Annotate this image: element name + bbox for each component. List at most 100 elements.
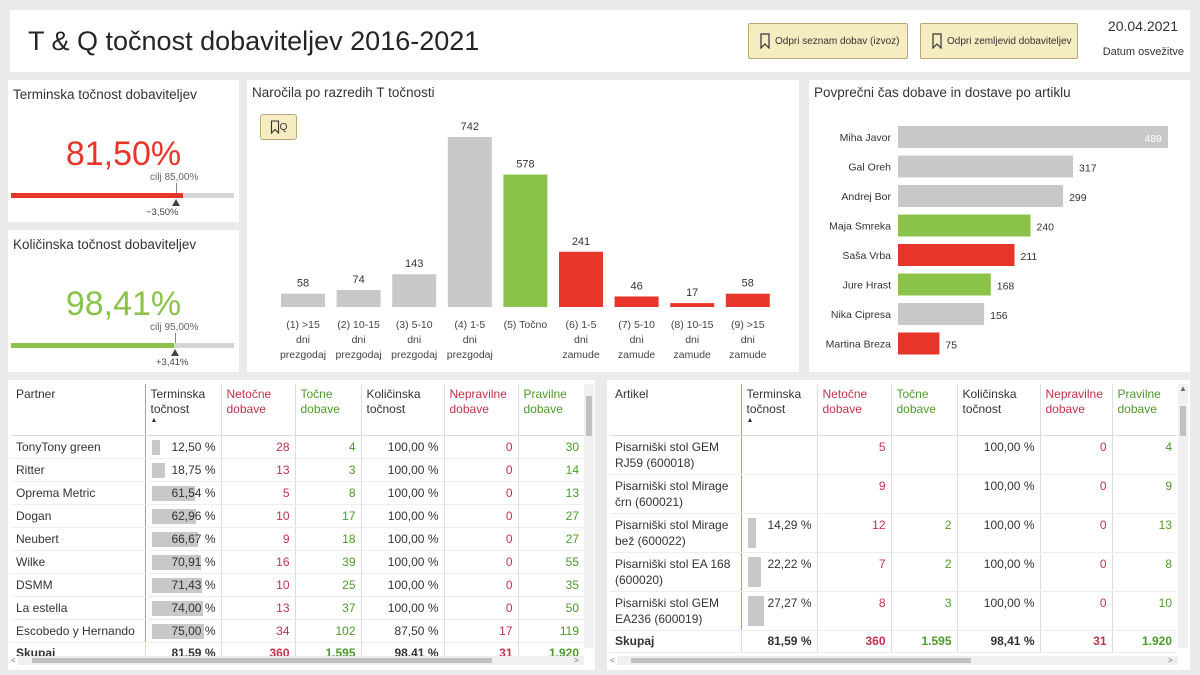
table-row[interactable]: Ritter 18,75 % 13 3 100,00 % 0 14 (11, 458, 584, 482)
table-row[interactable]: Escobedo y Hernando 75,00 % 34 102 87,50 % 17… (11, 619, 584, 643)
col-bad[interactable]: Nepravilne dobave (443, 384, 518, 436)
table-row[interactable]: Wilke 70,91 % 16 39 100,00 % 0 55 (11, 550, 584, 574)
col-term[interactable]: Terminska točnost ▲ (740, 384, 817, 436)
partner-vertical-scrollbar[interactable] (584, 384, 594, 648)
partner-horizontal-scrollbar[interactable] (18, 656, 584, 665)
term-accuracy-databar (151, 485, 195, 501)
term-accuracy-value: 70,91 % (171, 554, 216, 569)
orders-category-label: dni (352, 334, 366, 346)
col-late[interactable]: Netočne dobave (816, 384, 891, 436)
header-bar: T & Q točnost dobaviteljev 2016-2021 Odp… (10, 10, 1190, 72)
good-deliveries-cell: 8 (1111, 552, 1177, 592)
partner-table-card: Partner Terminska točnost ▲ Netočne dobave … (8, 380, 595, 670)
article-vertical-scrollbar[interactable]: ▲ (1178, 384, 1188, 648)
scroll-left-arrow-icon[interactable]: < (610, 656, 615, 665)
ok-deliveries-cell: 18 (294, 527, 361, 551)
col-qty[interactable]: Količinska točnost (360, 384, 444, 436)
good-deliveries-cell: 55 (517, 550, 584, 574)
col-article[interactable]: Artikel (610, 384, 741, 436)
late-deliveries-cell: 12 (816, 513, 891, 553)
scroll-up-arrow-icon[interactable]: ▲ (1179, 384, 1187, 393)
total-late-deliveries: 360 (816, 629, 891, 653)
table-row[interactable]: La estella 74,00 % 13 37 100,00 % 0 50 (11, 596, 584, 620)
table-row[interactable]: Oprema Metric 61,54 % 5 8 100,00 % 0 13 (11, 481, 584, 505)
term-accuracy-cell: 22,22 % (740, 552, 817, 592)
late-deliveries-cell: 34 (220, 619, 295, 643)
kpi-qty-target: cilj 95,00% (150, 322, 199, 333)
article-name-line2: RJ59 (600018) (615, 455, 695, 470)
ok-deliveries-cell: 4 (294, 435, 361, 459)
table-row[interactable]: Pisarniški stol EA 168 (600020) 22,22 % 7 2 1… (610, 552, 1177, 592)
q-bookmark-button[interactable]: Q (260, 114, 297, 140)
article-hscroll-thumb[interactable] (631, 658, 971, 663)
kpi-term-card: Terminska točnost dobaviteljev 81,50% ci… (8, 80, 239, 222)
col-late-label1: Netočne (226, 387, 272, 401)
article-name-line1: Pisarniški stol GEM (615, 439, 720, 454)
scroll-left-arrow-icon[interactable]: < (11, 656, 16, 665)
article-table-header: Artikel Terminska točnost ▲ Netočne dobave … (610, 384, 1177, 436)
table-row[interactable]: Pisarniški stol Mirage črn (600021) 9 100,0… (610, 474, 1177, 514)
term-accuracy-value: 12,50 % (171, 439, 216, 454)
kpi-term-gauge-fill (11, 193, 183, 198)
col-bad[interactable]: Nepravilne dobave (1039, 384, 1112, 436)
article-vscroll-thumb[interactable] (1180, 406, 1186, 436)
total-term-accuracy: 81,59 % (740, 629, 817, 653)
orders-category-label: prezgodaj (280, 349, 326, 361)
col-bad-label2: dobave (1045, 402, 1085, 416)
table-row[interactable]: DSMM 71,43 % 10 25 100,00 % 0 35 (11, 573, 584, 597)
partner-name-cell: Neubert (11, 527, 145, 551)
scroll-right-arrow-icon[interactable]: > (574, 656, 579, 665)
refresh-date: 20.04.2021 (1107, 18, 1178, 34)
total-qty-accuracy: 98,41 % (956, 629, 1040, 653)
col-qty[interactable]: Količinska točnost (956, 384, 1040, 436)
col-good[interactable]: Pravilne dobave (517, 384, 584, 436)
partner-vscroll-thumb[interactable] (586, 396, 592, 436)
term-accuracy-databar (151, 462, 165, 478)
partner-table-header: Partner Terminska točnost ▲ Netočne dobave … (11, 384, 584, 436)
open-map-button[interactable]: Odpri zemljevid dobaviteljev (920, 23, 1078, 59)
orders-bar (725, 293, 770, 307)
table-row[interactable]: Pisarniški stol GEM EA236 (600019) 27,27 %… (610, 591, 1177, 631)
late-deliveries-cell: 10 (220, 504, 295, 528)
col-good-label2: dobave (1117, 402, 1157, 416)
leadtime-category-label: Gal Oreh (848, 162, 891, 174)
total-bad-deliveries: 31 (1039, 629, 1112, 653)
orders-bar-value-label: 143 (405, 258, 423, 270)
kpi-term-pointer-icon (172, 199, 181, 206)
table-row[interactable]: Pisarniški stol Mirage bež (600022) 14,29 … (610, 513, 1177, 553)
good-deliveries-cell: 13 (1111, 513, 1177, 553)
orders-bar-value-label: 241 (572, 236, 590, 248)
partner-name-cell: DSMM (11, 573, 145, 597)
col-late[interactable]: Netočne dobave (220, 384, 295, 436)
scroll-right-arrow-icon[interactable]: > (1168, 656, 1173, 665)
col-ok-label2: dobave (300, 402, 340, 416)
bad-deliveries-cell: 0 (443, 504, 518, 528)
table-row[interactable]: Pisarniški stol GEM RJ59 (600018) 5 100,00 … (610, 435, 1177, 475)
bad-deliveries-cell: 0 (443, 550, 518, 574)
good-deliveries-cell: 119 (517, 619, 584, 643)
table-row[interactable]: Dogan 62,96 % 10 17 100,00 % 0 27 (11, 504, 584, 528)
article-name-line1: Pisarniški stol Mirage (615, 478, 729, 493)
col-ok-label1: Točne (896, 387, 929, 401)
article-table-viewport: Artikel Terminska točnost ▲ Netočne dobave … (610, 384, 1177, 656)
col-ok[interactable]: Točne dobave (890, 384, 957, 436)
table-row[interactable]: TonyTony green 12,50 % 28 4 100,00 % 0 30 (11, 435, 584, 459)
col-good[interactable]: Pravilne dobave (1111, 384, 1177, 436)
term-accuracy-cell: 70,91 % (144, 550, 221, 574)
qty-accuracy-cell: 100,00 % (360, 573, 444, 597)
term-accuracy-value: 62,96 % (171, 508, 216, 523)
total-label: Skupaj (610, 629, 741, 653)
term-accuracy-value: 71,43 % (171, 577, 216, 592)
leadtime-bar (898, 273, 991, 296)
leadtime-chart-title: Povprečni čas dobave in dostave po artik… (814, 85, 1071, 100)
open-deliveries-button[interactable]: Odpri seznam dobav (izvoz) (748, 23, 908, 59)
table-row[interactable]: Neubert 66,67 % 9 18 100,00 % 0 27 (11, 527, 584, 551)
article-horizontal-scrollbar[interactable] (617, 656, 1178, 665)
col-term[interactable]: Terminska točnost ▲ (144, 384, 221, 436)
orders-category-label: zamude (674, 349, 712, 361)
partner-hscroll-thumb[interactable] (32, 658, 492, 663)
orders-category-label: (4) 1-5 (454, 319, 485, 331)
col-partner[interactable]: Partner (11, 384, 145, 436)
col-ok[interactable]: Točne dobave (294, 384, 361, 436)
ok-deliveries-cell: 3 (890, 591, 957, 631)
